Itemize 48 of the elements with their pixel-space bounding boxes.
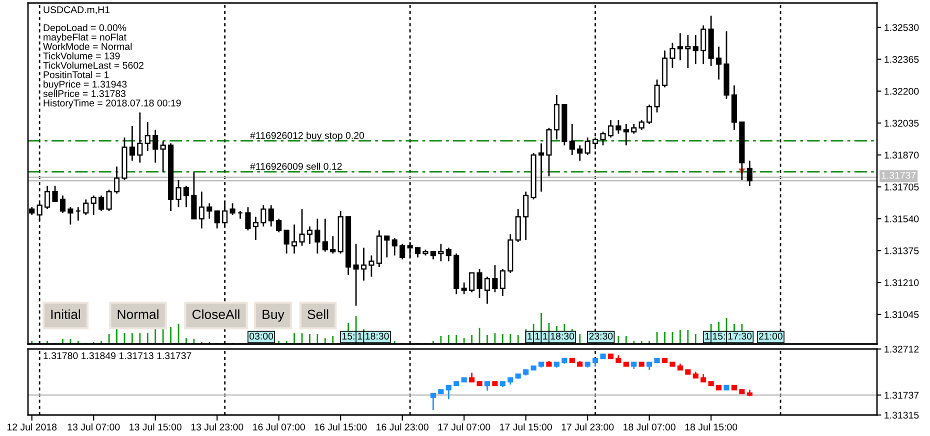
x-tick-label: 17 Jul 23:00 — [562, 423, 614, 430]
x-tick-label: 16 Jul 15:00 — [314, 423, 367, 430]
annotation: 1 — [528, 332, 532, 340]
y-tick-label: 1.32365 — [884, 56, 919, 63]
text: DepoLoad = 0.00% maybeFlat = noFlat WorkMode = Normal TickVolume = 139 TickVolumeLast = 5602 PositinTotal = 1 buyPrice = 1.31943 sellPrice = 1.31783 HistoryTime = 2018.07.18 00:19 — [43, 24, 181, 108]
y-tick-label: 1.32200 — [884, 88, 919, 95]
annotation: 21:00 — [759, 332, 782, 340]
y-tick-label: 1.31540 — [884, 215, 919, 222]
x-tick-label: 18 Jul 15:00 — [685, 423, 738, 430]
annotation: 18:30 — [366, 332, 389, 340]
y-tick-label: 1.31045 — [884, 311, 919, 318]
chart-title: USDCAD.m,H1 — [44, 6, 110, 14]
annotation: Buy — [262, 310, 284, 322]
annotation: 1 — [358, 332, 362, 340]
y-tick-label: 1.31705 — [884, 184, 919, 190]
annotation: Sell — [308, 309, 328, 320]
annotation: 1 — [535, 332, 540, 340]
annotation: 15: — [712, 332, 725, 340]
x-tick-label: 18 Jul 07:00 — [624, 423, 676, 430]
y-tick-label: 1.31375 — [884, 247, 919, 254]
ref-line-label: #116926012 buy stop 0.20 — [250, 132, 364, 141]
x-tick-label: 16 Jul 23:00 — [376, 423, 428, 430]
x-tick-label: 16 Jul 07:00 — [253, 423, 305, 430]
annotation: 1 — [705, 332, 710, 340]
y-tick-label: 1.31315 — [884, 412, 919, 419]
x-tick-label: 13 Jul 07:00 — [68, 423, 120, 430]
x-tick-label: 17 Jul 07:00 — [438, 423, 490, 430]
x-tick-label: 12 Jul 2018 — [7, 423, 57, 430]
y-tick-label: 1.31870 — [884, 152, 919, 159]
y-tick-label: 1.32530 — [884, 24, 919, 31]
annotation: 17:30 — [728, 332, 752, 340]
annotation: Normal — [118, 309, 158, 320]
x-tick-label: 13 Jul 23:00 — [191, 423, 244, 430]
x-tick-label: 13 Jul 15:00 — [130, 423, 182, 430]
chart-title: 1.31780 1.31849 1.31713 1.31737 — [44, 352, 192, 360]
annotation: 15: — [342, 332, 354, 340]
y-tick-label: 1.31210 — [884, 279, 919, 286]
annotation: 18:30 — [550, 332, 574, 340]
annotation: CloseAll — [192, 309, 240, 320]
ref-line-label: #116926009 sell 0.12 — [250, 162, 342, 170]
y-tick-label: 1.32035 — [884, 120, 919, 127]
annotation: 23:30 — [589, 332, 613, 340]
x-tick-label: 17 Jul 15:00 — [500, 423, 552, 430]
annotation: 1 — [543, 332, 548, 340]
annotation: 03:00 — [250, 332, 274, 340]
y-tick-label: 1.31737 — [884, 392, 919, 399]
annotation: Initial — [51, 309, 80, 320]
y-tick-label: 1.32712 — [884, 346, 919, 353]
